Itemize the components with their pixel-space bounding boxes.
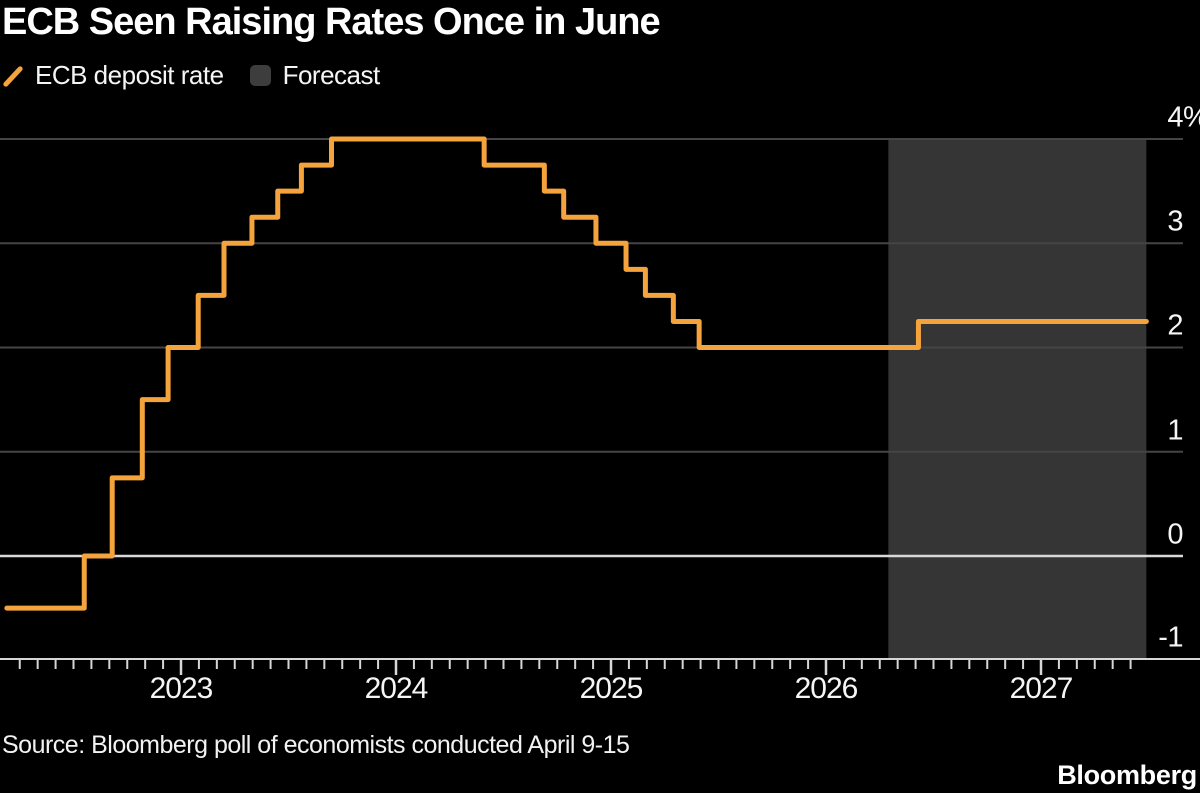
y-axis-label-2: 2: [1167, 309, 1183, 342]
forecast-swatch-icon: [249, 65, 271, 86]
y-axis-label-neg1: -1: [1158, 621, 1183, 654]
x-axis-label-2026: 2026: [794, 672, 859, 705]
y-axis-label-0: 0: [1167, 518, 1183, 551]
y-axis-label-4pct: 4%: [1167, 101, 1200, 134]
x-axis-label-2027: 2027: [1009, 672, 1074, 705]
x-axis-label-2023: 2023: [149, 672, 214, 705]
y-axis-label-3: 3: [1167, 205, 1183, 238]
legend: ECB deposit rate Forecast: [2, 60, 380, 91]
legend-label-forecast: Forecast: [282, 60, 381, 90]
y-axis-label-1: 1: [1167, 414, 1183, 447]
forecast-band: [888, 139, 1147, 659]
page-title: ECB Seen Raising Rates Once in June: [2, 1, 661, 43]
source-note: Source: Bloomberg poll of economists con…: [2, 731, 630, 759]
x-axis-label-2024: 2024: [364, 672, 429, 705]
legend-label-ecb-deposit-rate: ECB deposit rate: [35, 60, 224, 90]
x-axis-label-2025: 2025: [579, 672, 644, 705]
legend-item-ecb-deposit-rate: ECB deposit rate: [2, 60, 224, 91]
legend-item-forecast: Forecast: [249, 60, 381, 91]
ecb-deposit-rate-line: [4, 136, 1149, 611]
bloomberg-logo: Bloomberg: [1057, 760, 1197, 790]
